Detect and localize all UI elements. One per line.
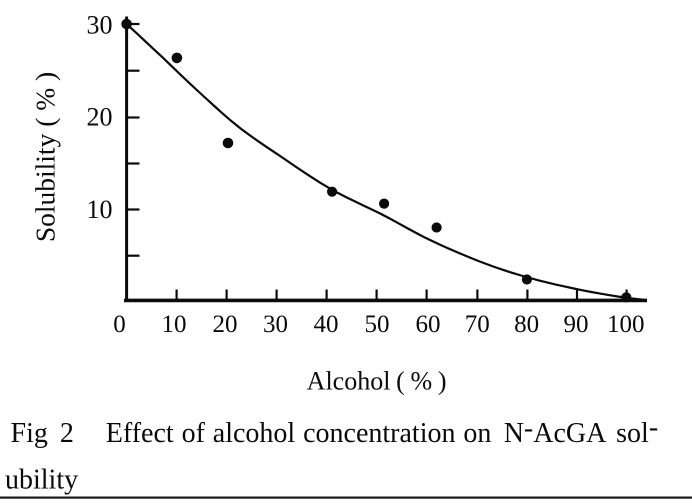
svg-text:80: 80	[514, 311, 539, 338]
svg-text:30: 30	[87, 10, 113, 39]
svg-text:50: 50	[365, 311, 390, 338]
svg-text:ubility: ubility	[5, 465, 78, 496]
svg-text:20: 20	[87, 102, 113, 131]
svg-text:30: 30	[263, 311, 288, 338]
svg-text:20: 20	[213, 311, 238, 338]
svg-text:10: 10	[87, 195, 113, 224]
svg-text:Alcohol ( % ): Alcohol ( % )	[307, 367, 447, 396]
svg-text:Solubility ( % ): Solubility ( % )	[30, 72, 61, 242]
svg-text:0: 0	[113, 311, 126, 338]
svg-text:Effect of alcohol concentratio: Effect of alcohol concentration on	[106, 418, 492, 449]
svg-text:90: 90	[564, 311, 589, 338]
svg-text:100: 100	[607, 311, 645, 338]
svg-text:70: 70	[465, 311, 490, 338]
svg-text:60: 60	[416, 311, 441, 338]
svg-text:10: 10	[162, 311, 187, 338]
svg-text:40: 40	[314, 311, 339, 338]
svg-text:Fig 2: Fig 2	[11, 418, 74, 449]
